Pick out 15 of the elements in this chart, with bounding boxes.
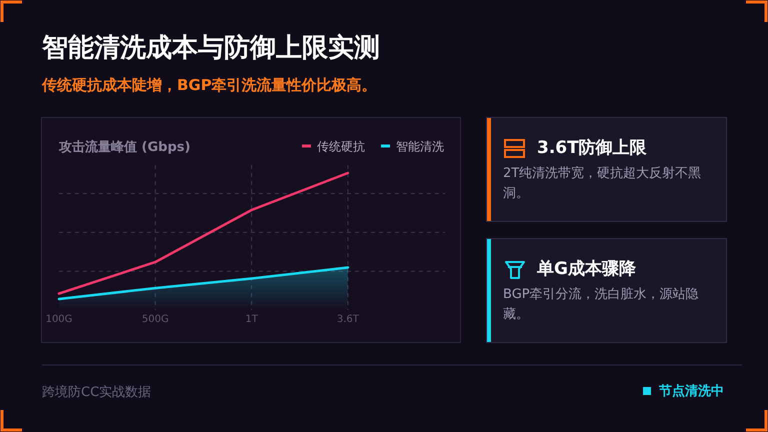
chart-title: 智能清洗成本与防御上限实测 — [42, 32, 380, 65]
x-tick-label: 1T — [245, 314, 259, 325]
chart-subtitle: 传统硬抗成本陡增，BGP牵引洗流量性价比极高。 — [42, 76, 377, 95]
text: 单G成本骤降 — [537, 258, 636, 280]
legend-label: 传统硬抗 — [317, 140, 365, 154]
x-tick-label: 500G — [142, 314, 169, 325]
text: BGP牵引分流，洗白脏水，源站隐藏。 — [503, 286, 700, 324]
text: 2T纯清洗带宽，硬抗超大反射不黑洞。 — [503, 165, 702, 203]
x-tick-label: 100G — [46, 314, 72, 325]
text: 跨境防CC实战数据 — [42, 384, 152, 401]
text: 3.6T防御上限 — [537, 137, 647, 159]
x-tick-label: 3.6T — [336, 314, 360, 325]
text: 节点清洗中 — [659, 383, 724, 400]
legend-label: 智能清洗 — [396, 140, 444, 154]
y-axis-title: 攻击流量峰值 (Gbps) — [58, 139, 190, 155]
